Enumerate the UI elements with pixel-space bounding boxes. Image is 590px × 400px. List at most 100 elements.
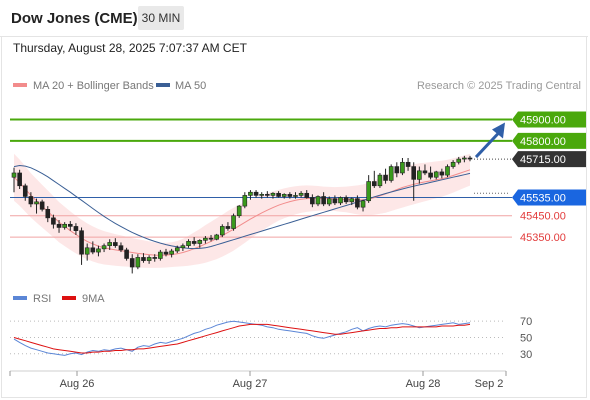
candle-down	[439, 171, 445, 176]
candle-up	[219, 226, 225, 236]
resistance-level-label: 45900.00	[520, 115, 566, 127]
candle-down	[129, 258, 135, 268]
rsi-legend-label: RSI	[33, 293, 51, 305]
candle-up	[158, 251, 163, 259]
candle-down	[371, 181, 377, 187]
candle-up	[338, 197, 343, 204]
x-tick-label: Aug 27	[233, 378, 268, 390]
rsi-line	[13, 320, 471, 356]
candle-down	[287, 194, 293, 197]
candle-up	[417, 170, 422, 180]
candle-down	[191, 241, 197, 244]
candle-down	[394, 166, 400, 174]
bb-legend-label: MA 20 + Bollinger Bands	[33, 80, 154, 92]
rsi-tick-label: 30	[520, 349, 532, 361]
candle-down	[152, 257, 158, 259]
candle-up	[360, 200, 366, 208]
timestamp: Thursday, August 28, 2025 7:07:37 AM CET	[13, 41, 247, 55]
x-tick-label: Aug 26	[60, 378, 95, 390]
candle-up	[169, 250, 174, 255]
candle-down	[321, 196, 326, 205]
candle-down	[276, 192, 281, 197]
candle-down	[208, 237, 214, 240]
candle-up	[96, 248, 101, 253]
candle-up	[326, 198, 332, 205]
instrument-title: Dow Jones (CME)	[11, 10, 138, 27]
candle-down	[428, 172, 433, 178]
ma50-legend-label: MA 50	[175, 80, 206, 92]
candle-down	[163, 251, 169, 255]
candle-up	[34, 201, 39, 205]
last-level-label: 45715.00	[520, 154, 566, 166]
candle-down	[383, 174, 388, 181]
candle-down	[17, 172, 22, 187]
forecast-arrow-head	[492, 122, 505, 139]
forecast-arrow-shaft	[474, 130, 502, 159]
bb-legend-swatch	[13, 83, 27, 87]
candle-down	[56, 223, 62, 228]
resistance-level-tag	[512, 111, 586, 128]
candle-up	[377, 174, 383, 187]
chart-frame	[1, 36, 587, 398]
candle-down	[118, 245, 124, 251]
timeframe-button[interactable]: 30 MIN	[138, 6, 184, 30]
support-level-label: 45350.00	[520, 232, 566, 244]
candle-up	[135, 257, 141, 268]
candle-down	[304, 192, 310, 198]
pivot-level-label: 45535.00	[520, 193, 566, 205]
candle-up	[315, 196, 321, 205]
candle-up	[298, 192, 304, 196]
candle-down	[51, 217, 56, 225]
candle-down	[405, 161, 411, 167]
ma9-legend-label: 9MA	[82, 293, 105, 305]
pivot-level-tag	[512, 189, 586, 206]
candle-up	[400, 161, 405, 174]
candle-up	[186, 241, 191, 246]
candle-up	[259, 194, 265, 196]
ma50-legend-swatch	[156, 83, 170, 87]
candle-up	[281, 194, 287, 197]
resistance-level-label: 45800.00	[520, 136, 566, 148]
candle-down	[28, 196, 34, 205]
candle-up	[11, 172, 17, 178]
candle-up	[270, 192, 276, 196]
candle-up	[101, 245, 107, 250]
candle-down	[253, 191, 259, 196]
ma20-line	[13, 169, 471, 256]
last-level-tag	[512, 151, 586, 168]
candle-down	[225, 226, 231, 229]
candle-down	[141, 257, 146, 261]
candle-down	[79, 230, 84, 255]
candle-down	[90, 247, 96, 253]
candle-up	[62, 223, 67, 228]
x-tick-label: Sep 2	[475, 378, 504, 390]
ma50-line	[13, 164, 471, 250]
candle-down	[310, 197, 315, 205]
candle-down	[265, 194, 270, 196]
ma9-legend-swatch	[62, 296, 76, 300]
candle-up	[197, 240, 203, 244]
header: Dow Jones (CME) 30 MIN	[0, 0, 588, 37]
candle-down	[467, 157, 473, 160]
candle-down	[355, 198, 360, 208]
candle-up	[366, 181, 371, 202]
candle-down	[332, 198, 338, 204]
candle-up	[445, 166, 450, 176]
candle-up	[84, 247, 90, 255]
support-level-label: 45450.00	[520, 211, 566, 223]
bollinger-band-area	[14, 153, 470, 268]
candle-up	[231, 215, 236, 229]
rsi-tick-label: 50	[520, 332, 532, 344]
candle-up	[450, 161, 456, 167]
candle-up	[174, 247, 180, 252]
candle-down	[411, 166, 417, 180]
candle-down	[343, 197, 349, 203]
candle-down	[39, 201, 45, 210]
candle-down	[422, 170, 428, 174]
candle-up	[388, 166, 394, 181]
candle-up	[236, 205, 242, 217]
resistance-level-tag	[512, 132, 586, 149]
candle-up	[180, 245, 186, 249]
candle-down	[22, 185, 28, 197]
candle-up	[349, 198, 355, 203]
